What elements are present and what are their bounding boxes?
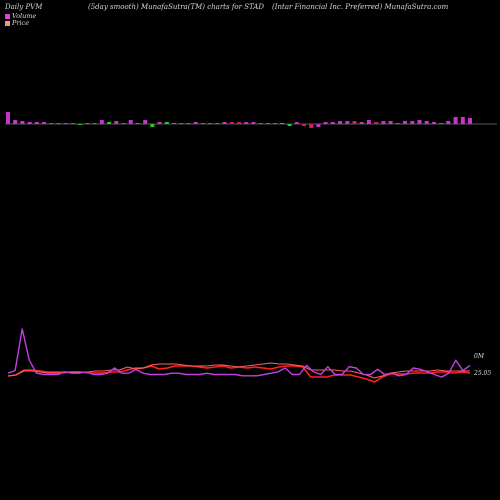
legend-price: Price xyxy=(5,19,29,27)
volume-bar xyxy=(302,124,306,126)
volume-bar xyxy=(85,123,90,124)
volume-bar xyxy=(222,122,227,124)
volume-bar xyxy=(150,124,155,127)
legend-price-swatch xyxy=(5,20,10,26)
volume-bar xyxy=(229,122,234,124)
volume-bar xyxy=(366,120,371,124)
volume-bar xyxy=(460,117,465,124)
volume-bar xyxy=(345,121,350,124)
volume-bar xyxy=(446,121,451,124)
volume-bar xyxy=(237,122,241,124)
volume-bar xyxy=(273,123,278,124)
volume-bar xyxy=(417,120,422,124)
volume-bar xyxy=(294,122,299,124)
volume-bar xyxy=(359,122,364,124)
volume-bar xyxy=(431,122,436,124)
volume-bar xyxy=(215,123,220,124)
volume-bar xyxy=(352,121,357,124)
volume-bar xyxy=(424,121,429,124)
volume-bars xyxy=(6,112,472,128)
legend-volume-swatch xyxy=(5,13,10,19)
volume-bar xyxy=(403,121,407,124)
chart-source: (Intar Financial Inc. Preferred) MunafaS… xyxy=(272,3,449,11)
volume-bar xyxy=(186,123,191,124)
volume-bar xyxy=(78,124,83,125)
volume-bar xyxy=(280,123,285,124)
volume-bar xyxy=(468,118,472,124)
chart-title: (5day smooth) MunafaSutra(TM) charts for… xyxy=(88,3,264,11)
volume-bar xyxy=(439,123,444,124)
volume-bar xyxy=(374,122,379,124)
volume-axis-label: 0M xyxy=(474,353,485,360)
volume-bar xyxy=(323,122,328,124)
volume-bar xyxy=(56,123,61,124)
volume-bar xyxy=(71,123,75,124)
volume-bar xyxy=(63,123,68,124)
volume-bar xyxy=(13,120,18,124)
volume-bar xyxy=(143,120,148,124)
volume-bar xyxy=(265,123,270,124)
volume-bar xyxy=(309,124,314,128)
volume-bar xyxy=(338,121,343,124)
volume-bar xyxy=(42,122,47,124)
volume-bar xyxy=(179,123,184,124)
volume-bar xyxy=(164,122,169,124)
volume-bar xyxy=(410,121,415,124)
volume-bar xyxy=(92,123,97,124)
legend-price-label: Price xyxy=(12,19,30,27)
price-line xyxy=(7,365,471,383)
volume-line xyxy=(7,328,471,378)
volume-bar xyxy=(107,122,112,124)
volume-bar xyxy=(6,112,10,124)
volume-bar xyxy=(208,123,213,124)
volume-bar xyxy=(27,122,32,124)
legend-volume: Volume xyxy=(5,12,36,20)
volume-bar xyxy=(99,120,104,124)
volume-bar xyxy=(251,122,256,124)
volume-bar xyxy=(49,123,54,124)
volume-bar xyxy=(287,124,292,126)
volume-bar xyxy=(381,121,386,124)
volume-bar xyxy=(157,122,162,124)
volume-bar xyxy=(128,120,133,124)
volume-bar xyxy=(200,123,205,124)
volume-bar xyxy=(316,124,321,127)
volume-bar xyxy=(114,121,119,124)
chart-label-left: Daily PVM xyxy=(5,3,43,11)
volume-bar xyxy=(453,117,458,124)
chart-lines xyxy=(7,328,471,383)
volume-bar xyxy=(244,122,249,124)
volume-bar xyxy=(172,123,176,124)
price-axis-label: 25.05 xyxy=(473,370,491,377)
volume-bar xyxy=(193,122,198,124)
volume-bar xyxy=(330,122,335,124)
volume-bar xyxy=(121,123,126,124)
volume-bar xyxy=(20,121,25,124)
volume-bar xyxy=(388,121,393,124)
volume-bar xyxy=(395,123,400,124)
volume-bar xyxy=(34,122,39,124)
volume-bar xyxy=(135,123,140,124)
volume-bar xyxy=(258,123,263,124)
legend-volume-label: Volume xyxy=(12,12,37,20)
